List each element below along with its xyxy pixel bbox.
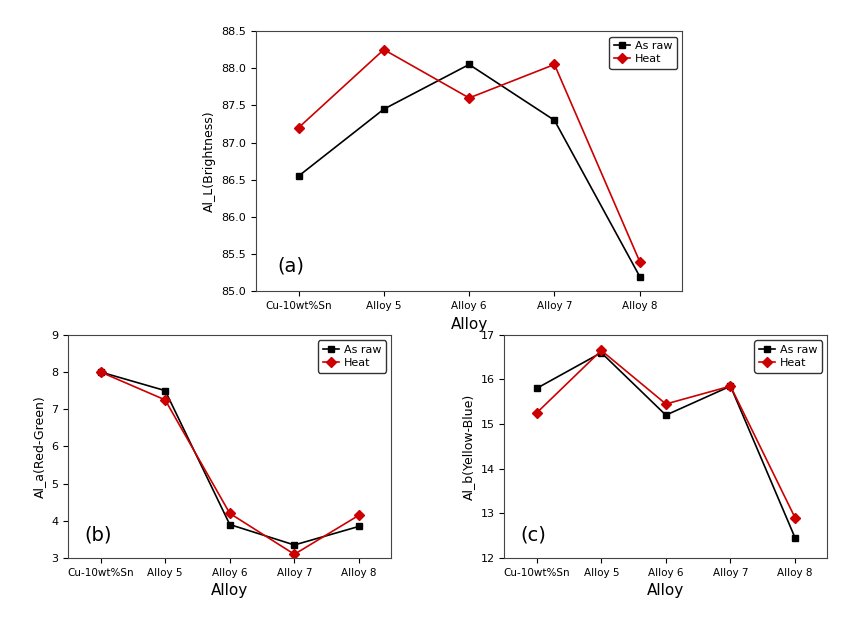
- Line: As raw: As raw: [532, 349, 797, 541]
- Legend: As raw, Heat: As raw, Heat: [753, 340, 820, 373]
- Heat: [634, 258, 644, 265]
- Heat: [95, 368, 106, 376]
- Heat: [289, 551, 299, 558]
- Legend: As raw, Heat: As raw, Heat: [608, 37, 676, 69]
- Heat: [724, 383, 734, 390]
- As raw: [724, 383, 734, 390]
- Heat: [660, 401, 671, 408]
- X-axis label: Alloy: Alloy: [450, 317, 487, 332]
- As raw: [160, 387, 170, 394]
- X-axis label: Alloy: Alloy: [211, 583, 248, 598]
- As raw: [531, 384, 541, 392]
- Heat: [293, 124, 303, 131]
- Y-axis label: Al_b(Yellow-Blue): Al_b(Yellow-Blue): [462, 393, 475, 500]
- As raw: [660, 412, 671, 419]
- As raw: [549, 117, 559, 124]
- Heat: [160, 396, 170, 404]
- As raw: [463, 61, 474, 68]
- As raw: [95, 368, 106, 376]
- Line: As raw: As raw: [295, 61, 642, 280]
- As raw: [596, 349, 606, 356]
- Heat: [378, 46, 389, 53]
- Heat: [789, 514, 799, 521]
- Heat: [531, 409, 541, 417]
- As raw: [224, 521, 234, 528]
- As raw: [354, 523, 364, 530]
- Line: Heat: Heat: [97, 368, 362, 558]
- Heat: [596, 347, 606, 354]
- X-axis label: Alloy: Alloy: [647, 583, 683, 598]
- Heat: [354, 512, 364, 519]
- As raw: [378, 105, 389, 113]
- Heat: [549, 61, 559, 68]
- Heat: [463, 94, 474, 102]
- Text: (a): (a): [277, 257, 304, 276]
- As raw: [789, 534, 799, 542]
- As raw: [634, 273, 644, 280]
- As raw: [289, 541, 299, 549]
- Line: Heat: Heat: [295, 46, 642, 265]
- Line: As raw: As raw: [97, 368, 362, 549]
- Text: (c): (c): [520, 526, 546, 544]
- Text: (b): (b): [84, 526, 112, 544]
- Line: Heat: Heat: [532, 347, 797, 521]
- Heat: [224, 510, 234, 517]
- Y-axis label: Al_L(Brightness): Al_L(Brightness): [203, 110, 216, 212]
- Y-axis label: Al_a(Red-Green): Al_a(Red-Green): [32, 395, 46, 498]
- As raw: [293, 172, 303, 180]
- Legend: As raw, Heat: As raw, Heat: [318, 340, 385, 373]
